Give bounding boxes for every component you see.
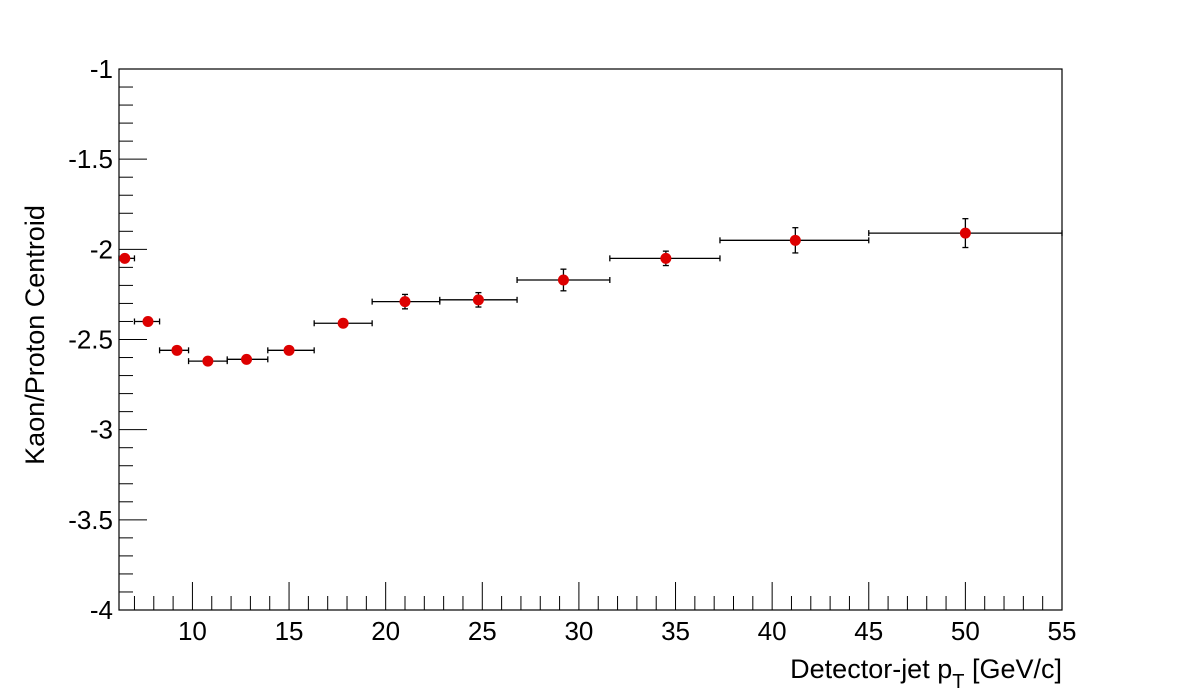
x-tick-label: 40 [758,616,787,646]
y-axis-ticks: -1 -1.5 -2 -2.5 -3 -3.5 -4 [68,54,147,625]
error-bars [118,218,1063,365]
x-axis-title: Detector-jet pT [GeV/c] [790,654,1062,693]
y-tick-label: -1 [90,54,113,84]
y-axis-title: Kaon/Proton Centroid [20,205,50,465]
data-point [399,296,411,308]
x-tick-label: 20 [371,616,400,646]
data-point [202,355,214,367]
x-tick-label: 30 [564,616,593,646]
y-tick-label: -1.5 [68,144,113,174]
data-point [283,344,295,356]
x-axis-title-main: Detector-jet p [790,654,952,684]
data-point [789,234,801,246]
x-tick-label: 35 [661,616,690,646]
data-point [119,252,131,264]
data-point [660,252,672,264]
y-tick-label: -2.5 [68,325,113,355]
plot-frame [118,68,1063,611]
x-tick-label: 15 [275,616,304,646]
data-point [241,353,253,365]
data-point [171,344,183,356]
data-point [557,274,569,286]
x-tick-label: 55 [1048,616,1077,646]
y-tick-label: -2 [90,234,113,264]
y-tick-label: -3 [90,415,113,445]
data-markers [119,227,971,367]
data-point [142,315,154,327]
data-point [959,227,971,239]
x-axis-ticks: 10 15 20 25 30 35 40 45 50 55 [133,582,1077,646]
x-tick-label: 10 [178,616,207,646]
data-point [337,317,349,329]
x-axis-title-subscript: T [952,671,964,693]
x-tick-label: 50 [951,616,980,646]
y-tick-label: -3.5 [68,505,113,535]
y-tick-label: -4 [90,595,113,625]
x-tick-label: 45 [854,616,883,646]
x-tick-label: 25 [468,616,497,646]
data-point [472,294,484,306]
x-axis-title-unit: [GeV/c] [964,654,1062,684]
